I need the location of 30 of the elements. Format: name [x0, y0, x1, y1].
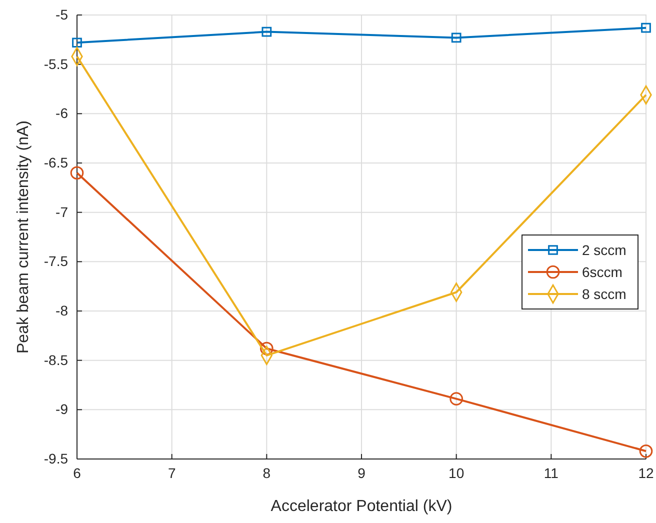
point: [260, 342, 274, 356]
y-tick-label: -9: [56, 401, 68, 418]
y-tick-label: -6: [56, 105, 68, 122]
point: [70, 166, 84, 180]
legend-label: 2 sccm: [582, 242, 626, 258]
point: [262, 26, 272, 37]
legend-label: 8 sccm: [582, 286, 626, 302]
point: [641, 22, 651, 33]
legend-label: 6sccm: [582, 264, 622, 280]
x-tick-label: 12: [638, 464, 654, 481]
y-tick-label: -8.5: [44, 352, 68, 368]
x-tick-label: 11: [544, 464, 559, 481]
y-tick-label: -5: [56, 6, 68, 22]
y-axis-title: Peak beam current intensity (nA): [15, 120, 32, 354]
y-tick-label: -8: [56, 302, 68, 318]
y-tick-label: -5.5: [44, 56, 68, 72]
x-tick-label: 6: [73, 464, 82, 481]
y-tick-label: -7.5: [44, 253, 68, 270]
point: [450, 392, 463, 406]
point: [72, 38, 82, 48]
point: [451, 32, 462, 43]
y-tick-label: -6.5: [44, 154, 68, 170]
y-tick-label: -9.5: [44, 450, 68, 466]
point: [639, 444, 653, 458]
x-tick-label: 8: [262, 464, 271, 481]
x-axis-title: Accelerator Potential (kV): [270, 498, 452, 515]
x-tick-label: 9: [358, 464, 366, 481]
x-tick-label: 10: [448, 464, 464, 481]
y-tick-label: -7: [56, 204, 68, 220]
x-tick-label: 7: [168, 464, 176, 481]
